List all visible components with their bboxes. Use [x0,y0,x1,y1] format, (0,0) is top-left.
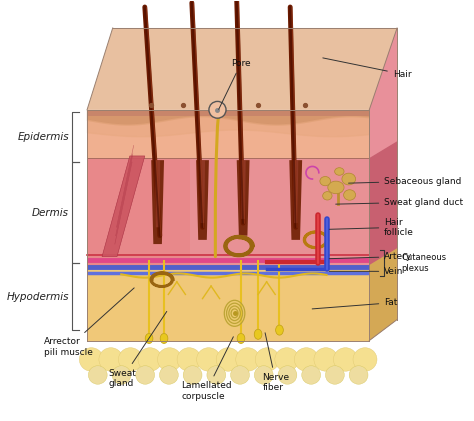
Circle shape [216,348,240,371]
Circle shape [159,366,178,384]
Text: Hypodermis: Hypodermis [7,291,69,301]
Ellipse shape [335,168,344,175]
Polygon shape [87,28,397,110]
Ellipse shape [224,300,245,326]
Text: Sweat gland duct: Sweat gland duct [336,197,464,207]
Circle shape [294,348,319,371]
Ellipse shape [254,329,262,339]
Ellipse shape [320,176,330,186]
Text: Nerve
fiber: Nerve fiber [263,333,290,392]
Circle shape [157,348,182,371]
Polygon shape [369,28,397,341]
Circle shape [255,348,279,371]
Text: Artery: Artery [329,252,412,261]
Text: Arrector
pili muscle: Arrector pili muscle [44,288,134,357]
Polygon shape [87,265,369,341]
Circle shape [278,366,297,384]
Circle shape [207,366,226,384]
Polygon shape [289,160,302,240]
Circle shape [88,366,107,384]
Polygon shape [369,28,397,158]
Text: Hair: Hair [323,58,411,79]
Ellipse shape [145,333,153,344]
Circle shape [99,348,123,371]
Polygon shape [200,160,205,223]
Text: Fat: Fat [312,298,398,309]
Circle shape [349,366,368,384]
Circle shape [334,348,357,371]
Polygon shape [241,160,246,219]
Ellipse shape [344,190,356,200]
Polygon shape [155,160,160,227]
Polygon shape [87,158,369,265]
Polygon shape [102,156,145,257]
Circle shape [183,366,202,384]
Circle shape [236,348,260,371]
Ellipse shape [160,333,168,344]
Circle shape [138,348,162,371]
Circle shape [326,366,344,384]
Circle shape [231,366,249,384]
Text: Epidermis: Epidermis [18,132,69,142]
Ellipse shape [323,192,332,200]
Text: Pore: Pore [219,59,251,109]
Text: Dermis: Dermis [32,208,69,218]
Polygon shape [369,141,397,265]
Circle shape [314,348,338,371]
Circle shape [197,348,220,371]
Ellipse shape [275,325,283,335]
Circle shape [255,366,273,384]
Circle shape [275,348,299,371]
Circle shape [136,366,155,384]
Polygon shape [237,160,249,236]
Circle shape [112,366,131,384]
Text: Cutaneous
plexus: Cutaneous plexus [401,253,447,273]
Circle shape [177,348,201,371]
Polygon shape [151,160,164,244]
Ellipse shape [342,173,356,185]
Polygon shape [293,160,298,223]
Text: Hair
follicle: Hair follicle [329,218,414,237]
Circle shape [79,348,103,371]
Text: Vein: Vein [329,267,404,276]
Circle shape [302,366,320,384]
Polygon shape [87,110,369,158]
Circle shape [118,348,142,371]
Text: Sebaceous gland: Sebaceous gland [348,177,462,186]
Text: Lamellated
corpuscle: Lamellated corpuscle [181,337,233,401]
Text: Sweat
gland: Sweat gland [109,312,167,388]
Circle shape [209,101,226,118]
Polygon shape [87,110,369,116]
Ellipse shape [328,181,344,194]
Polygon shape [190,158,369,265]
Circle shape [353,348,377,371]
Ellipse shape [237,333,245,344]
Polygon shape [369,248,397,341]
Polygon shape [196,160,209,240]
